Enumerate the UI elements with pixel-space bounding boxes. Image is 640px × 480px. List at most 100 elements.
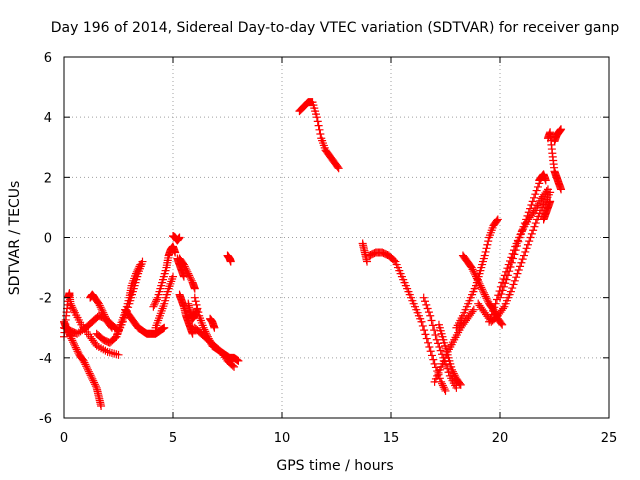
data-point <box>428 321 437 330</box>
data-point <box>497 319 506 328</box>
data-point <box>97 305 106 314</box>
data-point <box>68 303 77 312</box>
x-tick-label: 5 <box>169 431 177 446</box>
data-point <box>181 264 190 273</box>
data-point <box>531 219 540 228</box>
series-track-af <box>543 128 561 182</box>
data-point <box>420 326 429 335</box>
data-point <box>151 297 160 306</box>
data-point <box>70 341 79 350</box>
data-point <box>426 311 435 320</box>
data-point <box>499 304 508 313</box>
data-point <box>435 343 444 352</box>
data-point <box>434 339 443 348</box>
data-point <box>507 258 516 267</box>
data-point <box>91 382 100 391</box>
data-point <box>132 267 141 276</box>
data-point <box>533 182 542 191</box>
data-point <box>441 361 450 370</box>
y-tick-label: 0 <box>44 232 52 247</box>
data-point <box>363 257 372 266</box>
data-point <box>468 307 477 316</box>
data-point <box>85 369 94 378</box>
data-point <box>112 350 121 359</box>
data-point <box>99 308 108 317</box>
data-point <box>475 279 484 288</box>
x-tick-label: 10 <box>274 431 291 446</box>
data-point <box>66 299 75 308</box>
data-point <box>519 222 528 231</box>
data-point <box>509 280 518 289</box>
data-point <box>483 240 492 249</box>
data-point <box>422 334 431 343</box>
data-point <box>71 343 80 352</box>
data-point <box>441 386 450 395</box>
data-point <box>417 317 426 326</box>
data-point <box>228 361 237 370</box>
data-point <box>135 262 144 271</box>
data-point <box>69 338 78 347</box>
data-point <box>529 226 538 235</box>
data-point <box>334 164 343 173</box>
data-point <box>481 292 490 301</box>
data-point <box>83 365 92 374</box>
data-point <box>230 362 239 371</box>
data-point <box>473 276 482 285</box>
y-tick-label: -2 <box>39 292 52 307</box>
data-point <box>390 256 399 265</box>
data-point <box>426 347 435 356</box>
data-point <box>81 360 90 369</box>
data-point <box>133 265 142 274</box>
data-point <box>316 130 325 139</box>
data-point <box>448 367 457 376</box>
data-point <box>443 364 452 373</box>
data-point <box>481 247 490 256</box>
data-point <box>190 293 199 302</box>
data-point <box>183 267 192 276</box>
data-point <box>499 282 508 291</box>
data-point <box>470 268 479 277</box>
x-tick-label: 25 <box>601 431 618 446</box>
data-point <box>526 233 535 242</box>
data-point <box>498 286 507 295</box>
data-point <box>421 330 430 339</box>
data-point <box>67 301 76 310</box>
data-point <box>151 299 160 308</box>
data-point <box>515 233 524 242</box>
data-point <box>512 273 521 282</box>
series-track-h <box>149 242 180 311</box>
data-point <box>530 222 539 231</box>
data-point <box>531 190 540 199</box>
data-point <box>503 271 512 280</box>
data-point <box>516 229 525 238</box>
data-point <box>422 300 431 309</box>
series-track-f <box>112 260 145 341</box>
chart-title: Day 196 of 2014, Sidereal Day-to-day VTE… <box>51 20 620 36</box>
data-point <box>528 197 537 206</box>
data-point <box>179 260 188 269</box>
data-point <box>131 269 140 278</box>
data-point <box>530 193 539 202</box>
gridlines <box>64 57 609 418</box>
data-point <box>193 304 202 313</box>
data-point <box>73 347 82 356</box>
data-point <box>480 251 489 260</box>
series-track-ac <box>496 179 544 302</box>
axis-ticks: 0 5 10 15 20 25 -6 -4 -2 0 2 4 6 <box>39 51 617 446</box>
data-point <box>526 204 535 213</box>
data-point <box>418 321 427 330</box>
data-point <box>232 355 241 364</box>
data-point <box>88 374 97 383</box>
data-point <box>543 185 552 194</box>
data-point <box>497 290 506 299</box>
data-point <box>70 339 79 348</box>
x-tick-label: 20 <box>492 431 509 446</box>
data-point <box>452 383 461 392</box>
data-point <box>496 293 504 302</box>
data-point <box>98 306 107 315</box>
data-point <box>509 254 518 263</box>
series-track-x <box>434 320 465 389</box>
data-point <box>557 125 566 134</box>
data-point <box>192 300 201 309</box>
data-point <box>438 381 447 390</box>
